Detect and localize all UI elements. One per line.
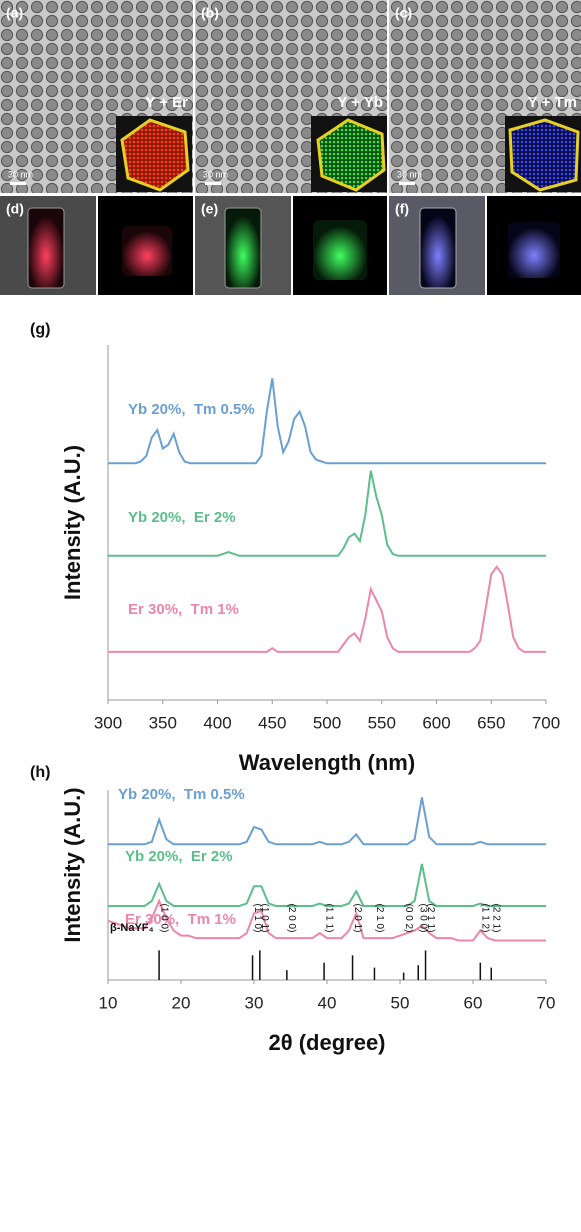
series-label: Er 30%, Tm 1% — [128, 601, 239, 618]
panel-label: (c) — [395, 5, 412, 21]
scale-label: 30 nm — [203, 169, 228, 179]
series-label: Yb 20%, Tm 0.5% — [118, 786, 245, 803]
inset-particle — [316, 118, 386, 192]
series-label: Yb 20%, Tm 0.5% — [128, 401, 255, 418]
series-line — [108, 470, 546, 557]
inset-particle — [508, 118, 580, 192]
reference-label: (1 0 1) — [259, 904, 270, 933]
panel-title: Y + Er — [145, 94, 188, 111]
reference-name: β-NaYF₄ — [110, 922, 154, 934]
glow — [313, 220, 367, 280]
inset-particle — [120, 118, 190, 192]
x-tick-label: 70 — [537, 993, 556, 1012]
reference-label: (1 0 0) — [158, 904, 169, 933]
y-axis-label: Intensity (A.U.) — [60, 445, 85, 600]
x-tick-label: 10 — [99, 993, 118, 1012]
series-line — [108, 565, 546, 653]
x-axis-label: Wavelength (nm) — [239, 750, 415, 775]
x-axis-label: 2θ (degree) — [268, 1030, 385, 1055]
x-tick-label: 400 — [203, 713, 231, 732]
series-label: Yb 20%, Er 2% — [128, 509, 236, 526]
reference-label: (2 0 1) — [352, 904, 363, 933]
panel-label: (e) — [201, 201, 218, 217]
photos — [0, 196, 581, 295]
x-tick-label: 350 — [149, 713, 177, 732]
reference-label: (1 1 1) — [323, 904, 334, 933]
x-tick-label: 20 — [172, 993, 191, 1012]
scale-label: 30 nm — [397, 169, 422, 179]
scale-bar — [10, 182, 26, 185]
vial — [224, 207, 262, 289]
series-label: Yb 20%, Er 2% — [125, 848, 233, 865]
x-tick-label: 450 — [258, 713, 286, 732]
chart-title: (h) — [30, 764, 50, 781]
panel-label: (f) — [395, 201, 409, 217]
reference-label: (2 1 1) — [425, 904, 436, 933]
series-line — [108, 797, 546, 846]
y-axis-label: Intensity (A.U.) — [60, 787, 85, 942]
scale-bar — [205, 182, 221, 185]
reference-label: (1 1 2) — [480, 904, 491, 933]
x-tick-label: 60 — [464, 993, 483, 1012]
reference-label: (2 1 0) — [374, 904, 385, 933]
vial — [419, 207, 457, 289]
panel-label: (b) — [201, 5, 219, 21]
reference-label: (0 0 2) — [403, 904, 414, 933]
x-tick-label: 700 — [532, 713, 560, 732]
reference-label: (2 2 1) — [491, 904, 502, 933]
scale-bar — [399, 182, 415, 185]
reference-label: (1 1 0) — [252, 904, 263, 933]
x-tick-label: 40 — [318, 993, 337, 1012]
vial — [27, 207, 65, 289]
glow — [122, 226, 172, 276]
chart-title: (g) — [30, 321, 50, 338]
x-tick-label: 30 — [245, 993, 264, 1012]
x-tick-label: 500 — [313, 713, 341, 732]
glow — [508, 222, 560, 278]
x-tick-label: 650 — [477, 713, 505, 732]
series-line — [108, 863, 546, 907]
series-line — [107, 898, 546, 942]
x-tick-label: 50 — [391, 993, 410, 1012]
series-line — [108, 378, 546, 465]
x-tick-label: 300 — [94, 713, 122, 732]
reference-label: (3 0 0) — [418, 904, 429, 933]
panel-label: (a) — [6, 5, 23, 21]
x-tick-label: 550 — [368, 713, 396, 732]
reference-label: (2 0 0) — [286, 904, 297, 933]
panel-label: (d) — [6, 201, 24, 217]
panel-title: Y + Tm — [528, 94, 577, 111]
x-tick-label: 600 — [422, 713, 450, 732]
scale-label: 30 nm — [8, 169, 33, 179]
panel-title: Y + Yb — [337, 94, 383, 111]
micrographs — [0, 0, 581, 193]
series-label: Er 30%, Tm 1% — [125, 911, 236, 928]
